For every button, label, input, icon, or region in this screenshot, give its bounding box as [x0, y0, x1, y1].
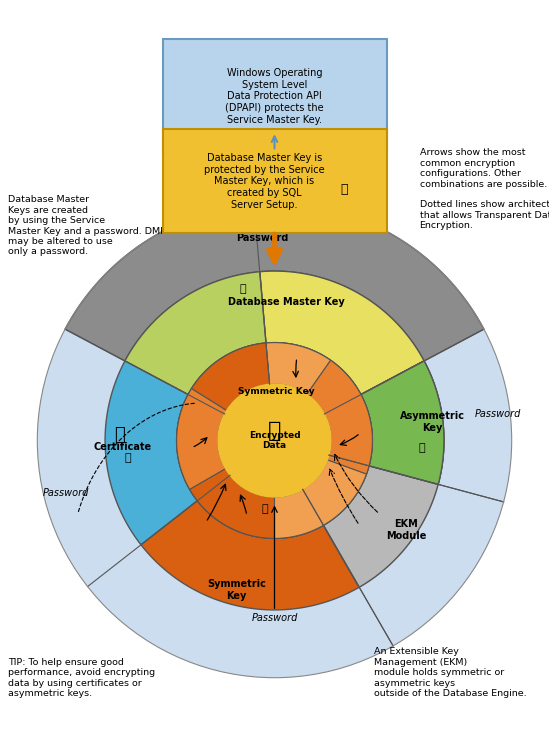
Polygon shape	[361, 361, 444, 484]
Polygon shape	[105, 361, 197, 545]
Polygon shape	[307, 361, 372, 474]
Text: Symmetric
Key: Symmetric Key	[207, 579, 266, 601]
Text: 🗄: 🗄	[268, 420, 281, 441]
Polygon shape	[260, 271, 424, 395]
Text: TIP: To help ensure good
performance, avoid encrypting
data by using certificate: TIP: To help ensure good performance, av…	[8, 658, 155, 698]
Text: Asymmetric
Key: Asymmetric Key	[400, 411, 465, 433]
Polygon shape	[65, 203, 484, 361]
Text: Password: Password	[251, 614, 298, 623]
Polygon shape	[266, 343, 330, 395]
Polygon shape	[361, 361, 444, 484]
Circle shape	[37, 203, 512, 678]
Text: Certificate: Certificate	[94, 442, 152, 453]
Text: Database Master Key: Database Master Key	[228, 297, 345, 306]
Polygon shape	[274, 460, 367, 538]
Polygon shape	[361, 361, 444, 484]
FancyBboxPatch shape	[163, 130, 386, 233]
Text: DMK
Password: DMK Password	[236, 221, 289, 243]
Text: Symmetric Key: Symmetric Key	[238, 387, 315, 396]
Text: 🔑: 🔑	[124, 453, 131, 464]
Text: Arrows show the most
common encryption
configurations. Other
combinations are po: Arrows show the most common encryption c…	[419, 148, 549, 230]
Text: Windows Operating
System Level
Data Protection API
(DPAPI) protects the
Service : Windows Operating System Level Data Prot…	[225, 68, 324, 124]
Text: 🔑: 🔑	[239, 284, 246, 294]
Polygon shape	[177, 343, 372, 538]
Text: 🔑: 🔑	[261, 504, 268, 514]
Polygon shape	[323, 466, 438, 587]
FancyBboxPatch shape	[163, 39, 386, 154]
Polygon shape	[190, 468, 274, 538]
Text: 🔑: 🔑	[418, 444, 425, 453]
Text: EKM
Module: EKM Module	[386, 520, 427, 541]
Text: 🪪: 🪪	[114, 425, 125, 444]
Text: Database Master Key is
protected by the Service
Master Key, which is
created by : Database Master Key is protected by the …	[204, 153, 325, 209]
Text: Password: Password	[475, 409, 521, 419]
Text: Encrypted
Data: Encrypted Data	[249, 431, 300, 450]
Text: 🔑: 🔑	[341, 183, 348, 196]
Text: An Extensible Key
Management (EKM)
module holds symmetric or
asymmetric keys
out: An Extensible Key Management (EKM) modul…	[374, 648, 527, 698]
Polygon shape	[177, 389, 227, 489]
Text: Database Master
Keys are created
by using the Service
Master Key and a password.: Database Master Keys are created by usin…	[8, 195, 171, 256]
Polygon shape	[125, 272, 266, 395]
Polygon shape	[192, 343, 270, 410]
Text: Password: Password	[43, 488, 89, 498]
Polygon shape	[141, 501, 359, 610]
Polygon shape	[323, 466, 438, 587]
Circle shape	[218, 384, 331, 497]
